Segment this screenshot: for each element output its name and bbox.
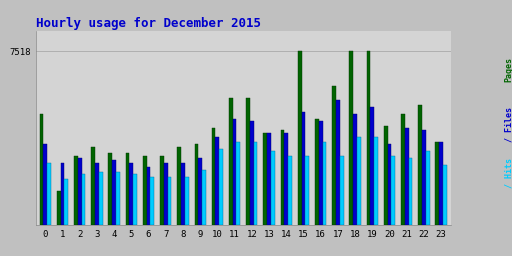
Bar — [99, 172, 102, 225]
Bar — [133, 174, 137, 225]
Bar — [305, 156, 309, 225]
Bar — [211, 128, 216, 225]
Bar — [405, 128, 409, 225]
Bar — [185, 177, 188, 225]
Bar — [65, 179, 68, 225]
Text: / Files: / Files — [504, 106, 512, 142]
Text: Hourly usage for December 2015: Hourly usage for December 2015 — [36, 17, 261, 29]
Bar — [349, 51, 353, 225]
Bar — [125, 154, 130, 225]
Bar — [367, 51, 370, 225]
Bar — [263, 133, 267, 225]
Bar — [167, 177, 172, 225]
Bar — [288, 156, 292, 225]
Bar — [353, 114, 357, 225]
Bar — [370, 107, 374, 225]
Bar — [435, 142, 439, 225]
Bar — [340, 156, 344, 225]
Bar — [250, 121, 254, 225]
Bar — [439, 142, 443, 225]
Bar — [332, 86, 336, 225]
Bar — [202, 170, 206, 225]
Bar — [216, 137, 219, 225]
Bar — [271, 151, 275, 225]
Bar — [164, 163, 167, 225]
Bar — [246, 98, 250, 225]
Bar — [177, 146, 181, 225]
Bar — [409, 158, 412, 225]
Bar — [237, 142, 240, 225]
Bar — [160, 156, 164, 225]
Bar — [357, 137, 361, 225]
Bar — [116, 172, 120, 225]
Bar — [44, 144, 47, 225]
Bar — [78, 158, 81, 225]
Bar — [47, 163, 51, 225]
Bar — [57, 190, 60, 225]
Bar — [254, 142, 258, 225]
Bar — [319, 121, 323, 225]
Bar — [426, 151, 430, 225]
Bar — [195, 144, 198, 225]
Bar — [401, 114, 405, 225]
Bar — [284, 133, 288, 225]
Bar — [418, 105, 422, 225]
Bar — [391, 156, 395, 225]
Bar — [384, 126, 388, 225]
Bar — [81, 174, 86, 225]
Bar — [198, 158, 202, 225]
Bar — [146, 167, 151, 225]
Text: Pages: Pages — [504, 57, 512, 82]
Bar — [109, 154, 112, 225]
Bar — [443, 165, 447, 225]
Bar — [298, 51, 302, 225]
Bar — [232, 119, 237, 225]
Bar — [60, 163, 65, 225]
Bar — [130, 163, 133, 225]
Bar — [95, 163, 99, 225]
Bar — [151, 177, 154, 225]
Bar — [336, 100, 340, 225]
Text: / Hits: / Hits — [504, 158, 512, 188]
Bar — [143, 156, 146, 225]
Bar — [422, 130, 426, 225]
Bar — [281, 130, 284, 225]
Bar — [39, 114, 44, 225]
Bar — [315, 119, 319, 225]
Bar — [229, 98, 232, 225]
Bar — [219, 149, 223, 225]
Bar — [323, 142, 326, 225]
Bar — [374, 137, 378, 225]
Bar — [112, 161, 116, 225]
Bar — [388, 144, 391, 225]
Bar — [302, 112, 305, 225]
Bar — [181, 163, 185, 225]
Bar — [267, 133, 271, 225]
Bar — [74, 156, 78, 225]
Bar — [91, 146, 95, 225]
